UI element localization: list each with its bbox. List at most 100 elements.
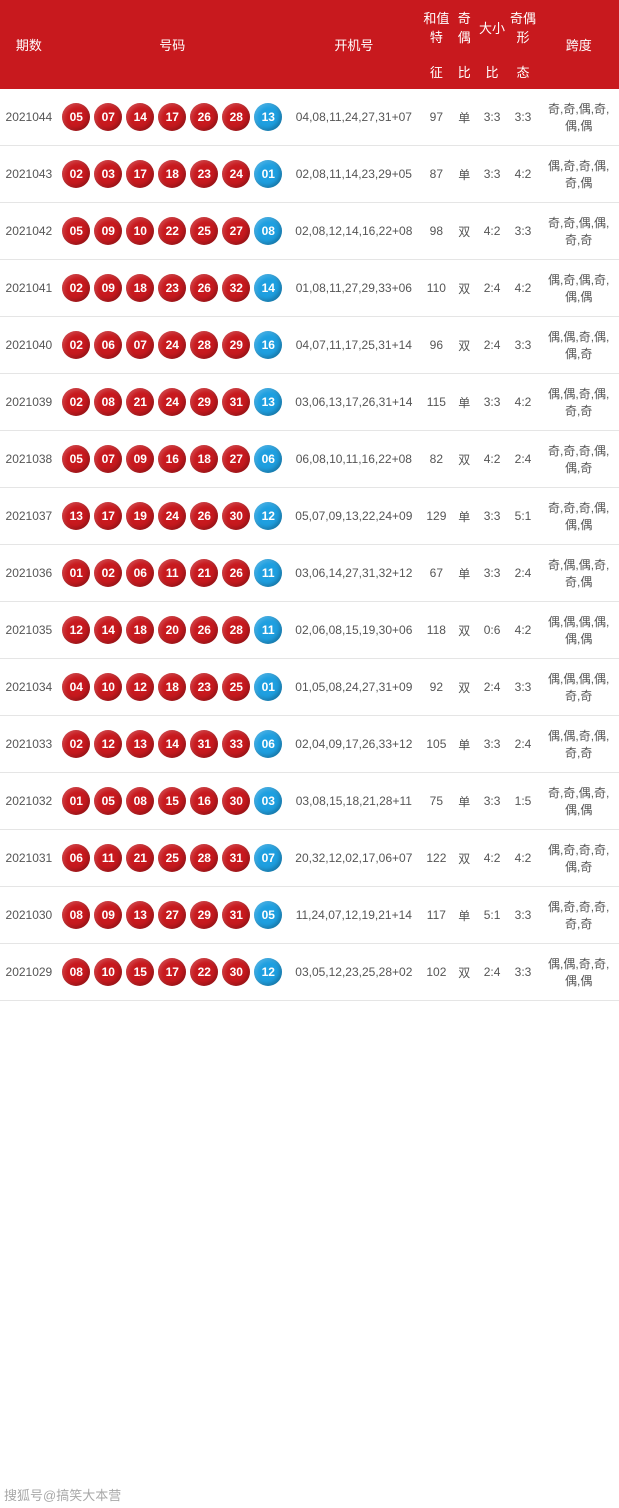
red-ball: 29 xyxy=(190,388,218,416)
sum-cell: 97 xyxy=(421,89,452,146)
red-ball: 11 xyxy=(94,844,122,872)
table-row: 20210340410121823250101,05,08,24,27,31+0… xyxy=(0,659,619,716)
red-ball: 26 xyxy=(190,616,218,644)
ratio1-cell: 3:3 xyxy=(477,716,508,773)
balls-cell: 02031718232401 xyxy=(58,146,287,203)
blue-ball: 06 xyxy=(254,730,282,758)
oe-cell: 单 xyxy=(452,146,477,203)
red-ball: 22 xyxy=(158,217,186,245)
red-ball: 28 xyxy=(190,331,218,359)
red-ball: 31 xyxy=(190,730,218,758)
table-row: 20210400206072428291604,07,11,17,25,31+1… xyxy=(0,317,619,374)
oe-cell: 单 xyxy=(452,716,477,773)
blue-ball: 13 xyxy=(254,103,282,131)
balls-cell: 08091327293105 xyxy=(58,887,287,944)
balls-cell: 05070916182706 xyxy=(58,431,287,488)
red-ball: 13 xyxy=(126,901,154,929)
pattern-cell: 奇,奇,偶,偶,奇,奇 xyxy=(538,203,619,260)
pattern-cell: 偶,偶,奇,奇,偶,偶 xyxy=(538,944,619,1001)
ratio1-cell: 3:3 xyxy=(477,374,508,431)
table-row: 20210380507091618270606,08,10,11,16,22+0… xyxy=(0,431,619,488)
red-ball: 07 xyxy=(94,445,122,473)
kaiji-cell: 02,04,09,17,26,33+12 xyxy=(287,716,421,773)
ratio1-cell: 3:3 xyxy=(477,545,508,602)
red-ball: 05 xyxy=(94,787,122,815)
sum-cell: 122 xyxy=(421,830,452,887)
red-ball: 02 xyxy=(62,730,90,758)
red-ball: 18 xyxy=(158,160,186,188)
red-ball: 12 xyxy=(126,673,154,701)
sum-cell: 67 xyxy=(421,545,452,602)
balls-cell: 02060724282916 xyxy=(58,317,287,374)
period-cell: 2021029 xyxy=(0,944,58,1001)
sum-cell: 75 xyxy=(421,773,452,830)
red-ball: 26 xyxy=(190,502,218,530)
table-row: 20210310611212528310720,32,12,02,17,06+0… xyxy=(0,830,619,887)
col-kaiji: 开机号 xyxy=(287,0,421,89)
period-cell: 2021042 xyxy=(0,203,58,260)
pattern-cell: 奇,奇,奇,偶,偶,偶 xyxy=(538,488,619,545)
red-ball: 01 xyxy=(62,787,90,815)
red-ball: 16 xyxy=(158,445,186,473)
period-cell: 2021030 xyxy=(0,887,58,944)
col-sum-b: 征 xyxy=(421,54,452,89)
red-ball: 31 xyxy=(222,844,250,872)
period-cell: 2021032 xyxy=(0,773,58,830)
ratio2-cell: 3:3 xyxy=(508,887,539,944)
lottery-table: 期数 号码 开机号 和值特 奇偶 大小 奇偶形 跨度 征 比 比 态 20210… xyxy=(0,0,619,1001)
period-cell: 2021034 xyxy=(0,659,58,716)
balls-cell: 02121314313306 xyxy=(58,716,287,773)
kaiji-cell: 06,08,10,11,16,22+08 xyxy=(287,431,421,488)
kaiji-cell: 03,08,15,18,21,28+11 xyxy=(287,773,421,830)
red-ball: 22 xyxy=(190,958,218,986)
ratio2-cell: 1:5 xyxy=(508,773,539,830)
red-ball: 24 xyxy=(222,160,250,188)
balls-cell: 01050815163003 xyxy=(58,773,287,830)
table-row: 20210440507141726281304,08,11,24,27,31+0… xyxy=(0,89,619,146)
ratio1-cell: 3:3 xyxy=(477,146,508,203)
kaiji-cell: 03,06,13,17,26,31+14 xyxy=(287,374,421,431)
kaiji-cell: 02,06,08,15,19,30+06 xyxy=(287,602,421,659)
red-ball: 18 xyxy=(126,274,154,302)
period-cell: 2021039 xyxy=(0,374,58,431)
red-ball: 10 xyxy=(94,958,122,986)
kaiji-cell: 03,05,12,23,25,28+02 xyxy=(287,944,421,1001)
oe-cell: 双 xyxy=(452,203,477,260)
sum-cell: 87 xyxy=(421,146,452,203)
ratio2-cell: 2:4 xyxy=(508,545,539,602)
pattern-cell: 奇,奇,奇,偶,偶,奇 xyxy=(538,431,619,488)
col-oe-b: 比 xyxy=(452,54,477,89)
sum-cell: 129 xyxy=(421,488,452,545)
red-ball: 26 xyxy=(190,103,218,131)
ratio1-cell: 2:4 xyxy=(477,260,508,317)
red-ball: 02 xyxy=(62,331,90,359)
ratio2-cell: 3:3 xyxy=(508,203,539,260)
red-ball: 12 xyxy=(94,730,122,758)
table-body: 20210440507141726281304,08,11,24,27,31+0… xyxy=(0,89,619,1001)
table-row: 20210320105081516300303,08,15,18,21,28+1… xyxy=(0,773,619,830)
col-ratio1-b: 比 xyxy=(477,54,508,89)
ratio1-cell: 4:2 xyxy=(477,431,508,488)
red-ball: 08 xyxy=(62,901,90,929)
ratio2-cell: 3:3 xyxy=(508,944,539,1001)
ratio2-cell: 5:1 xyxy=(508,488,539,545)
oe-cell: 单 xyxy=(452,374,477,431)
ratio1-cell: 0:6 xyxy=(477,602,508,659)
pattern-cell: 偶,奇,奇,奇,奇,奇 xyxy=(538,887,619,944)
red-ball: 14 xyxy=(94,616,122,644)
blue-ball: 11 xyxy=(254,559,282,587)
balls-cell: 13171924263012 xyxy=(58,488,287,545)
balls-cell: 05071417262813 xyxy=(58,89,287,146)
red-ball: 07 xyxy=(126,331,154,359)
red-ball: 33 xyxy=(222,730,250,758)
red-ball: 26 xyxy=(190,274,218,302)
ratio1-cell: 3:3 xyxy=(477,773,508,830)
red-ball: 21 xyxy=(190,559,218,587)
red-ball: 10 xyxy=(94,673,122,701)
sum-cell: 117 xyxy=(421,887,452,944)
oe-cell: 单 xyxy=(452,887,477,944)
red-ball: 19 xyxy=(126,502,154,530)
red-ball: 31 xyxy=(222,901,250,929)
sum-cell: 110 xyxy=(421,260,452,317)
kaiji-cell: 01,05,08,24,27,31+09 xyxy=(287,659,421,716)
